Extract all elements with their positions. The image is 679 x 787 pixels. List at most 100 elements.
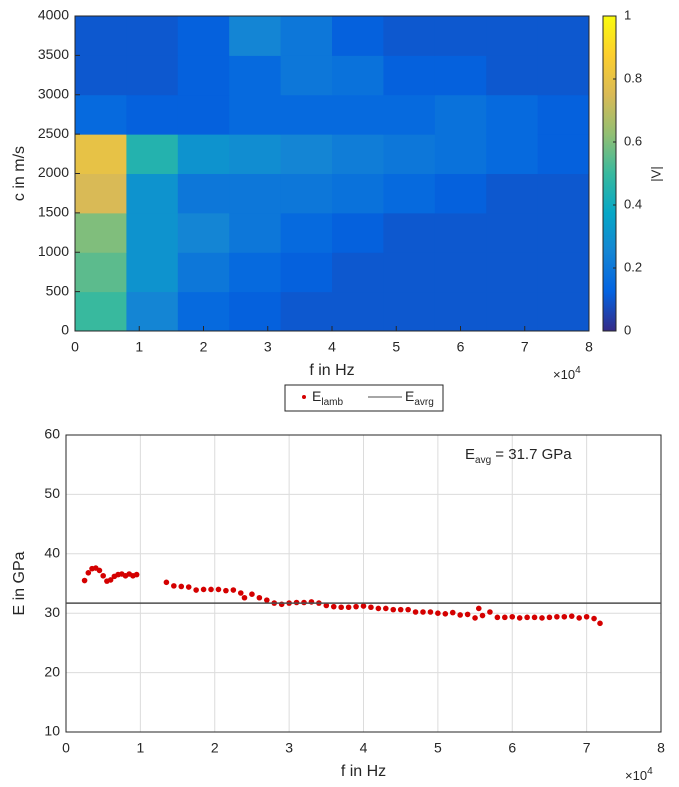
data-point (264, 597, 270, 603)
heatmap-cell (75, 16, 127, 56)
data-point (193, 587, 199, 593)
heatmap-cell (177, 16, 230, 56)
data-point (330, 603, 337, 610)
x-axis-label: f in Hz (341, 763, 386, 780)
legend-entry-sub: avrg (414, 397, 433, 408)
data-point (241, 594, 248, 601)
x-tick-label: 4 (328, 339, 336, 355)
x-tick-label: 2 (211, 740, 219, 756)
axes-frame (74, 15, 590, 332)
y-axis-label: c in m/s (11, 146, 28, 201)
heatmap-cell (537, 55, 590, 96)
data-point (163, 579, 170, 586)
data-point (502, 614, 508, 621)
data-point (323, 602, 330, 609)
heatmap-cell (229, 252, 282, 293)
data-point (345, 604, 352, 611)
y-tick-label: 1500 (38, 204, 69, 220)
y-tick-label: 3000 (38, 85, 69, 101)
y-tick-label: 4000 (38, 7, 69, 23)
heatmap-cell (280, 212, 333, 253)
colorbar (602, 15, 617, 332)
heatmap-cell (383, 55, 436, 96)
heatmap-cell (486, 173, 539, 214)
data-point (397, 606, 404, 613)
heatmap-cell (383, 252, 436, 293)
heatmap-cell (383, 94, 436, 135)
data-point (554, 613, 560, 620)
data-point (516, 615, 523, 621)
annotation-sub: avg (475, 455, 491, 466)
x-tick-label: 6 (457, 339, 465, 355)
heatmap-cell (229, 16, 282, 56)
data-point (561, 613, 568, 620)
x-multiplier: ×104 (625, 766, 653, 784)
heatmap-cell (486, 16, 539, 56)
y-tick-label: 10 (44, 723, 60, 739)
data-point (96, 567, 103, 574)
heatmap-cell (486, 55, 539, 96)
heatmap-cell (434, 212, 487, 253)
y-tick-label: 50 (44, 485, 60, 501)
heatmap-cell (332, 94, 384, 135)
y-tick-label: 2500 (38, 125, 69, 141)
heatmap-cell (280, 94, 333, 135)
data-point (208, 586, 214, 593)
data-point (185, 584, 192, 590)
y-tick-label: 3500 (38, 46, 69, 62)
x-multiplier-base: ×10 (553, 367, 575, 382)
data-point (427, 609, 434, 615)
heatmap-cell (75, 134, 127, 174)
x-tick-label: 0 (71, 339, 79, 355)
data-point (420, 609, 426, 615)
heatmap-cell (177, 212, 230, 253)
heatmap-cell (486, 94, 539, 135)
heatmap-cell (126, 252, 179, 293)
data-point (375, 605, 382, 612)
heatmap-cell (229, 173, 282, 214)
heatmap-cell (434, 291, 487, 332)
x-tick-label: 7 (521, 339, 529, 355)
heatmap-cell (280, 173, 333, 214)
y-tick-label: 2000 (38, 164, 69, 180)
heatmap-cell (126, 173, 179, 214)
data-point (171, 583, 177, 589)
heatmap-cell (486, 134, 539, 174)
x-tick-label: 5 (434, 740, 442, 756)
colorbar-label: |V| (648, 166, 663, 181)
heatmap-cell (177, 291, 230, 332)
heatmap-cell (126, 55, 179, 96)
legend-entry-sub: lamb (321, 397, 343, 408)
data-point (435, 610, 441, 616)
colorbar-tick-label: 0.4 (624, 196, 642, 211)
x-tick-label: 7 (583, 740, 591, 756)
data-point (133, 571, 140, 578)
heatmap-cell (383, 291, 436, 332)
data-point (107, 577, 114, 583)
heatmap-cell (177, 55, 230, 96)
x-tick-label: 0 (62, 740, 70, 756)
legend-entry: Elamb (312, 388, 343, 408)
annotation: Eavg = 31.7 GPa (465, 446, 572, 466)
x-tick-label: 4 (360, 740, 368, 756)
heatmap-cell (332, 134, 384, 174)
data-point (383, 605, 389, 612)
heatmap-cell (75, 291, 127, 332)
heatmap-cell (280, 134, 333, 174)
data-point (278, 601, 285, 608)
heatmap-cell (383, 16, 436, 56)
legend-marker (302, 395, 306, 399)
heatmap-cell (177, 252, 230, 293)
colorbar-tick-label: 0.6 (624, 133, 642, 148)
x-tick-label: 3 (285, 740, 293, 756)
x-multiplier: ×104 (553, 365, 581, 383)
heatmap-cell (537, 252, 590, 293)
heatmap-cell (177, 94, 230, 135)
x-tick-label: 6 (508, 740, 516, 756)
heatmap-cell (383, 212, 436, 253)
data-point (353, 603, 359, 610)
colorbar-tick-label: 0.2 (624, 259, 642, 274)
heatmap-cell (332, 212, 384, 253)
data-point (85, 570, 92, 576)
data-point (576, 615, 582, 621)
